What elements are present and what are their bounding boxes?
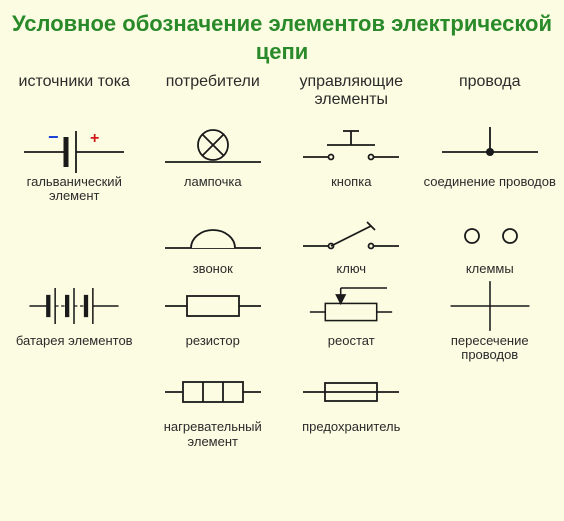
- cell-switch: ключ: [283, 204, 420, 276]
- caption-lamp: лампочка: [184, 175, 242, 189]
- symbol-resistor: [153, 276, 273, 336]
- cell-blank-2: [6, 362, 143, 449]
- symbol-galvanic: − +: [14, 117, 134, 177]
- cell-blank-3: [422, 362, 559, 449]
- cell-lamp: лампочка: [145, 117, 282, 204]
- cell-terminals: клеммы: [422, 204, 559, 276]
- symbol-grid: источники тока потребители управляющие э…: [0, 69, 564, 457]
- symbol-crossing: [430, 276, 550, 336]
- symbol-heater: [153, 362, 273, 422]
- cell-crossing: пересечение проводов: [422, 276, 559, 363]
- symbol-rheostat: [291, 276, 411, 336]
- caption-galvanic: гальванический элемент: [6, 175, 143, 204]
- cell-fuse: предохранитель: [283, 362, 420, 449]
- cell-battery: батарея элементов: [6, 276, 143, 363]
- caption-terminals: клеммы: [466, 262, 514, 276]
- caption-crossing: пересечение проводов: [422, 334, 559, 363]
- cell-blank-1: [6, 204, 143, 276]
- caption-bell: звонок: [193, 262, 233, 276]
- symbol-junction: [430, 117, 550, 177]
- caption-switch: ключ: [336, 262, 366, 276]
- caption-resistor: резистор: [186, 334, 240, 348]
- col-sources: источники тока: [6, 69, 143, 117]
- col-wires: провода: [422, 69, 559, 117]
- caption-battery: батарея элементов: [16, 334, 133, 348]
- caption-junction: соединение проводов: [424, 175, 556, 189]
- cell-galvanic: − + гальванический элемент: [6, 117, 143, 204]
- caption-button: кнопка: [331, 175, 371, 189]
- cell-rheostat: реостат: [283, 276, 420, 363]
- symbol-switch: [291, 204, 411, 264]
- symbol-terminals: [430, 204, 550, 264]
- svg-text:−: −: [48, 127, 59, 147]
- caption-fuse: предохранитель: [302, 420, 400, 434]
- cell-junction: соединение проводов: [422, 117, 559, 204]
- symbol-button: [291, 117, 411, 177]
- col-controls: управляющие элементы: [283, 69, 420, 117]
- cell-bell: звонок: [145, 204, 282, 276]
- symbol-bell: [153, 204, 273, 264]
- symbol-battery: [14, 276, 134, 336]
- cell-button: кнопка: [283, 117, 420, 204]
- symbol-fuse: [291, 362, 411, 422]
- page-title: Условное обозначение элементов электриче…: [0, 0, 564, 69]
- cell-resistor: резистор: [145, 276, 282, 363]
- cell-heater: нагревательный элемент: [145, 362, 282, 449]
- caption-rheostat: реостат: [328, 334, 375, 348]
- col-consumers: потребители: [145, 69, 282, 117]
- svg-text:+: +: [90, 130, 99, 147]
- symbol-lamp: [153, 117, 273, 177]
- caption-heater: нагревательный элемент: [145, 420, 282, 449]
